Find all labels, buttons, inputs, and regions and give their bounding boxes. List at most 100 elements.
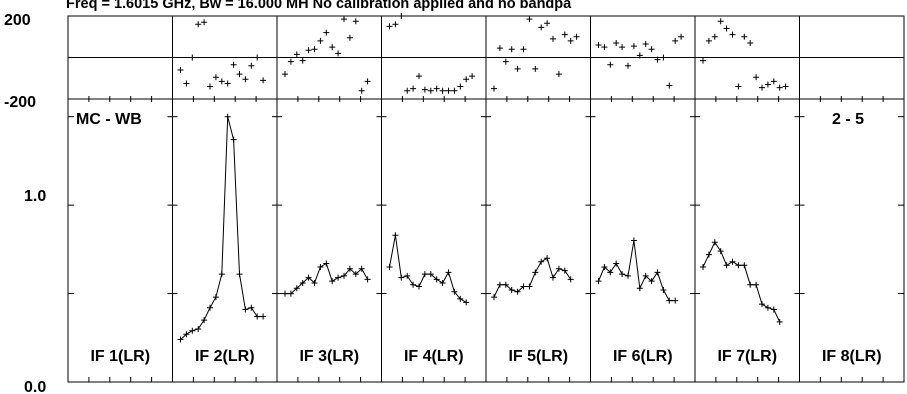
amplitude-point xyxy=(248,304,255,311)
amplitude-point xyxy=(729,258,736,265)
if-panel-8: IF 8(LR) xyxy=(794,16,884,382)
amplitude-point xyxy=(358,265,365,272)
phase-point xyxy=(352,18,359,25)
amplitude-point xyxy=(317,264,324,271)
phase-point xyxy=(189,54,196,61)
phase-point xyxy=(230,61,237,68)
amplitude-series-line xyxy=(493,257,572,298)
phase-point xyxy=(753,74,760,81)
phase-point xyxy=(567,37,574,44)
amplitude-series-line xyxy=(285,262,369,295)
amplitude-point xyxy=(195,325,202,332)
amplitude-point xyxy=(224,113,231,120)
phase-point xyxy=(299,57,306,64)
amplitude-point xyxy=(764,304,771,311)
phase-point xyxy=(514,65,521,72)
amplitude-point xyxy=(236,271,243,278)
phase-point xyxy=(398,13,405,19)
amplitude-point xyxy=(177,336,184,343)
amplitude-point xyxy=(502,281,509,288)
baseline-label: 2 - 5 xyxy=(832,111,864,128)
phase-point xyxy=(595,42,602,49)
amplitude-point xyxy=(457,295,464,302)
amplitude-point xyxy=(607,269,614,276)
phase-point xyxy=(335,50,342,57)
phase-point xyxy=(201,19,208,26)
phase-point xyxy=(759,84,765,91)
phase-point xyxy=(538,24,545,31)
phase-point xyxy=(700,57,706,64)
amplitude-point xyxy=(305,274,312,281)
phase-point xyxy=(607,61,614,68)
phase-point xyxy=(555,71,562,78)
phase-point xyxy=(672,37,679,44)
phase-point xyxy=(711,33,718,40)
phase-point xyxy=(532,65,539,72)
if-panel-label: IF 6(LR) xyxy=(613,348,673,365)
amplitude-point xyxy=(648,278,655,285)
amplitude-series-line xyxy=(180,116,264,340)
phase-point xyxy=(648,46,655,53)
phase-point xyxy=(329,44,336,51)
amplitude-point xyxy=(421,271,428,278)
phase-point xyxy=(705,37,712,44)
amplitude-point xyxy=(410,281,417,288)
phase-point xyxy=(212,74,219,81)
amplitude-point xyxy=(538,258,545,265)
if-panel-7: IF 7(LR) xyxy=(690,16,789,382)
amplitude-point xyxy=(613,260,620,267)
phase-point xyxy=(544,20,551,27)
amplitude-point xyxy=(544,255,551,262)
phase-point xyxy=(358,87,365,94)
phase-point xyxy=(717,18,724,25)
phase-point xyxy=(630,43,637,50)
phase-point xyxy=(660,54,667,61)
phase-point xyxy=(207,83,213,90)
amplitude-point xyxy=(212,294,219,301)
amplitude-point xyxy=(776,318,783,325)
phase-point xyxy=(729,31,736,38)
amp-tick-label-0: 0.0 xyxy=(24,379,46,394)
amplitude-point xyxy=(329,278,336,285)
amplitude-point xyxy=(660,287,667,294)
phase-point xyxy=(317,37,324,44)
phase-point xyxy=(601,44,608,51)
amplitude-point xyxy=(625,272,631,279)
phase-point xyxy=(433,85,440,92)
amplitude-point xyxy=(508,287,515,294)
phase-point xyxy=(573,33,580,40)
amplitude-point xyxy=(323,260,330,267)
phase-point xyxy=(782,83,789,90)
amplitude-point xyxy=(723,262,730,269)
phase-point xyxy=(561,31,568,38)
amplitude-point xyxy=(386,264,393,271)
amplitude-point xyxy=(514,288,521,295)
phase-point xyxy=(346,34,353,41)
amplitude-point xyxy=(335,274,342,281)
if-panel-label: IF 2(LR) xyxy=(195,348,255,365)
amplitude-point xyxy=(311,279,318,286)
phase-point xyxy=(764,81,771,88)
phase-tick-label-bottom: -200 xyxy=(4,94,36,111)
phase-point xyxy=(392,21,399,28)
phase-point xyxy=(260,77,267,84)
amplitude-point xyxy=(282,290,288,297)
amplitude-point xyxy=(520,283,527,290)
amplitude-point xyxy=(550,274,556,281)
amplitude-point xyxy=(601,264,608,271)
amplitude-point xyxy=(427,271,434,278)
amplitude-point xyxy=(595,278,602,285)
phase-point xyxy=(242,76,249,83)
phase-point xyxy=(502,58,509,65)
amplitude-point xyxy=(445,269,452,276)
phase-tick-label-top: 200 xyxy=(4,12,31,29)
phase-point xyxy=(654,56,661,63)
phase-point xyxy=(427,87,434,94)
phase-point xyxy=(236,71,243,78)
amplitude-point xyxy=(526,283,533,290)
if-panel-label: IF 3(LR) xyxy=(299,348,359,365)
phase-point xyxy=(218,78,225,85)
phase-point xyxy=(463,76,470,83)
if-panel-label: IF 8(LR) xyxy=(822,348,882,365)
